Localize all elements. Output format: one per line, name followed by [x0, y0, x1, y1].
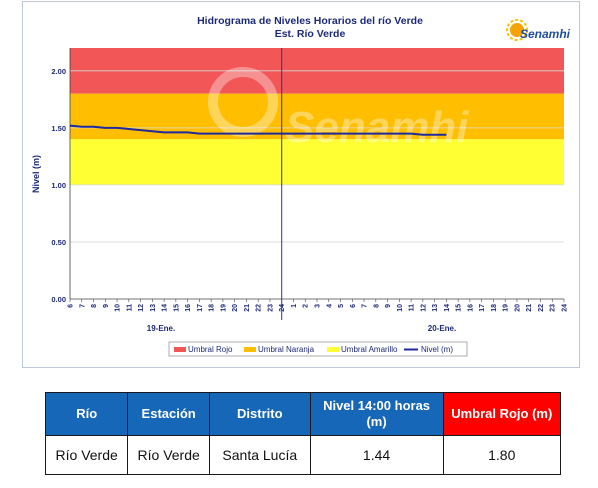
y-tick-label: 1.00 [51, 181, 66, 190]
x-tick-label: 9 [103, 304, 110, 308]
x-tick-label: 24 [562, 304, 569, 312]
cell-rio: Río Verde [44, 435, 129, 475]
legend: Umbral Rojo Umbral Naranja Umbral Amaril… [168, 341, 468, 357]
series-line-nivel [69, 124, 447, 136]
x-tick-label: 14 [444, 304, 451, 312]
x-tick-label: 5 [338, 304, 345, 308]
x-tick-label: 11 [126, 304, 133, 312]
x-tick-label: 18 [491, 304, 498, 312]
y-axis-ticks: 0.00 0.50 1.00 1.50 2.00 [51, 67, 66, 304]
header-distrito: Distrito [208, 392, 311, 436]
chart-container: Senamhi 0.00 0.50 1.00 1.50 2.00 6 7 8 9 10 11 12 1… [22, 1, 580, 368]
series-layer [69, 124, 447, 136]
x-tick-label: 22 [538, 304, 545, 312]
legend-label: Umbral Naranja [258, 345, 315, 354]
legend-label: Nivel (m) [421, 345, 453, 354]
x-tick-label: 20 [232, 304, 239, 312]
band-umbral-amarillo [70, 139, 564, 185]
cell-distrito: Santa Lucía [208, 435, 311, 475]
x-tick-label: 24 [279, 304, 286, 312]
header-estacion: Estación [127, 392, 210, 436]
x-tick-label: 15 [456, 304, 463, 312]
header-umbral-rojo: Umbral Rojo (m) [442, 392, 562, 436]
x-tick-label: 19 [503, 304, 510, 312]
x-tick-label: 7 [79, 304, 86, 308]
x-tick-label: 17 [197, 304, 204, 312]
cell-nivel: 1.44 [309, 435, 444, 475]
senamhi-logo: Senamhi [506, 19, 571, 41]
x-tick-label: 8 [91, 304, 98, 308]
x-tick-label: 1 [291, 304, 298, 308]
senamhi-watermark: Senamhi [208, 67, 469, 152]
x-tick-label: 2 [303, 304, 310, 308]
x-tick-label: 6 [350, 304, 357, 308]
x-tick-label: 13 [150, 304, 157, 312]
x-tick-label: 15 [173, 304, 180, 312]
x-tick-label: 22 [256, 304, 263, 312]
x-tick-label: 18 [209, 304, 216, 312]
table-header-row: Río Estación Distrito Nivel 14:00 horas … [44, 392, 562, 436]
grid-lines [70, 70, 564, 243]
sun-icon [506, 19, 528, 41]
threshold-bands [70, 48, 564, 185]
table-row: Río Verde Río Verde Santa Lucía 1.44 1.8… [44, 435, 562, 475]
x-tick-label: 10 [397, 304, 404, 312]
x-tick-label: 17 [479, 304, 486, 312]
chart-title: Hidrograma de Niveles Horarios del río V… [197, 15, 423, 27]
header-nivel: Nivel 14:00 horas (m) [309, 392, 444, 436]
y-tick-label: 1.50 [51, 124, 66, 133]
x-tick-label: 21 [526, 304, 533, 312]
x-tick-label: 12 [138, 304, 145, 312]
x-tick-label: 3 [315, 304, 322, 308]
legend-label: Umbral Rojo [188, 345, 233, 354]
y-tick-label: 0.00 [51, 295, 66, 304]
x-tick-label: 4 [326, 304, 333, 308]
x-tick-label: 14 [162, 304, 169, 312]
x-tick-label: 19 [220, 304, 227, 312]
legend-swatch-naranja [244, 347, 256, 352]
chart-subtitle: Est. Río Verde [275, 28, 346, 40]
hydrograph-chart: Senamhi 0.000.501.001.502.00 6 7 8 9 10 11 12 1… [31, 15, 571, 357]
y-tick-label: 2.00 [51, 67, 66, 76]
x-tick-label: 13 [432, 304, 439, 312]
x-tick-label: 23 [550, 304, 557, 312]
day-label: 19-Ene. [147, 324, 175, 333]
x-tick-label: 23 [267, 304, 274, 312]
x-tick-label: 10 [115, 304, 122, 312]
x-tick-label: 12 [420, 304, 427, 312]
cell-estacion: Río Verde [127, 435, 210, 475]
legend-label: Umbral Amarillo [341, 345, 398, 354]
header-rio: Río [44, 392, 129, 436]
y-axis-label: Nivel (m) [31, 155, 41, 193]
x-tick-label: 21 [244, 304, 251, 312]
x-axis-ticks: 6 7 8 9 10 11 12 13 14 15 16 17 18 19 20 21 22 23 24 1 2 3 4 5 6… [68, 299, 569, 312]
x-tick-label: 8 [373, 304, 380, 308]
y-tick-label: 0.50 [51, 238, 66, 247]
summary-table: Río Estación Distrito Nivel 14:00 horas … [44, 392, 562, 475]
x-tick-label: 16 [467, 304, 474, 312]
watermark-text: Senamhi [285, 103, 469, 152]
legend-swatch-amarillo [327, 347, 339, 352]
x-tick-label: 6 [68, 304, 75, 308]
legend-swatch-rojo [174, 347, 186, 352]
x-tick-label: 9 [385, 304, 392, 308]
x-tick-label: 11 [409, 304, 416, 312]
x-tick-label: 20 [514, 304, 521, 312]
x-tick-label: 7 [362, 304, 369, 308]
x-tick-label: 16 [185, 304, 192, 312]
cell-umbral-rojo: 1.80 [442, 435, 562, 475]
day-label: 20-Ene. [428, 324, 456, 333]
logo-text: Senamhi [520, 27, 571, 41]
